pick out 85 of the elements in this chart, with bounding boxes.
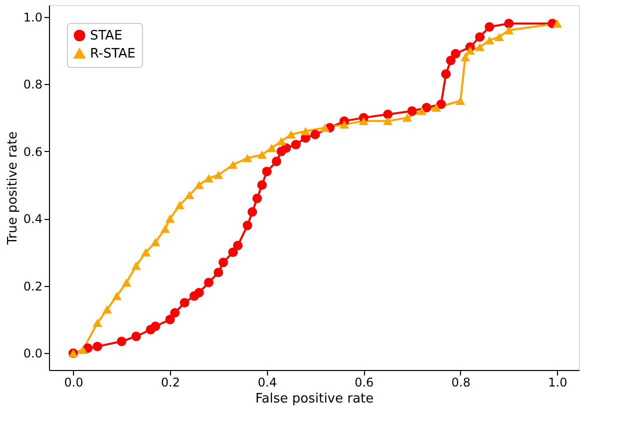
- x-tick-label: 0.8: [451, 376, 470, 390]
- point: [272, 156, 282, 166]
- point: [122, 278, 132, 287]
- point: [180, 298, 190, 308]
- point: [102, 305, 112, 314]
- point: [383, 116, 393, 126]
- y-tick-label: 0.0: [23, 346, 42, 361]
- x-axis-title: False positive rate: [255, 392, 374, 406]
- x-tick-label: 0.6: [354, 376, 374, 390]
- point: [266, 144, 276, 152]
- point: [504, 26, 514, 34]
- point: [431, 103, 441, 112]
- point: [257, 180, 267, 190]
- point: [170, 308, 180, 318]
- point: [286, 130, 296, 139]
- point: [228, 160, 238, 169]
- point: [204, 278, 214, 288]
- point: [276, 137, 286, 146]
- x-tick-label: 0.4: [258, 376, 277, 390]
- point: [194, 288, 204, 298]
- x-tick-label: 0.2: [160, 376, 180, 390]
- point: [131, 262, 141, 270]
- point: [441, 69, 451, 79]
- point: [552, 19, 562, 28]
- point: [214, 170, 224, 179]
- y-tick-label: 1.0: [23, 10, 42, 24]
- point: [194, 180, 204, 190]
- point: [504, 18, 514, 28]
- point: [358, 116, 368, 126]
- point: [475, 42, 485, 52]
- point: [402, 114, 412, 122]
- point: [150, 322, 160, 331]
- point: [450, 49, 460, 59]
- legend-label: R-STAE: [90, 46, 136, 62]
- point: [218, 258, 228, 268]
- point: [494, 32, 504, 42]
- y-axis-title: True positive rate: [5, 131, 20, 246]
- point: [92, 318, 102, 328]
- point: [422, 102, 432, 112]
- point: [141, 248, 151, 256]
- legend-label: STAE: [90, 28, 122, 44]
- x-tick-label: 1.0: [548, 376, 568, 390]
- point: [184, 190, 194, 200]
- y-tick-label: 0.8: [23, 78, 42, 92]
- point: [160, 224, 170, 233]
- point: [112, 292, 122, 300]
- point: [484, 22, 494, 32]
- x-tick-label: 0.0: [64, 376, 84, 390]
- point: [456, 96, 466, 105]
- y-tick-label: 0.6: [23, 144, 42, 159]
- point: [281, 143, 291, 153]
- point: [252, 194, 262, 204]
- point: [214, 268, 224, 278]
- point: [228, 248, 238, 257]
- point: [291, 140, 301, 150]
- y-tick-label: 0.2: [23, 279, 42, 294]
- point: [436, 100, 446, 109]
- point: [116, 336, 126, 346]
- point: [465, 46, 475, 55]
- point: [131, 332, 141, 342]
- point: [475, 32, 485, 42]
- point: [150, 238, 160, 246]
- point: [484, 36, 494, 44]
- point: [257, 150, 267, 159]
- point: [262, 166, 272, 176]
- point: [165, 314, 175, 324]
- point: [446, 56, 456, 66]
- point: [233, 240, 243, 250]
- point: [416, 106, 426, 116]
- point: [165, 214, 175, 223]
- point: [92, 342, 102, 352]
- point: [300, 127, 310, 136]
- point: [174, 201, 184, 210]
- point: [383, 110, 393, 120]
- point: [248, 207, 258, 217]
- point: [310, 130, 320, 140]
- point: [242, 154, 252, 162]
- point: [78, 346, 88, 354]
- y-tick-label: 0.4: [23, 212, 42, 226]
- point: [340, 120, 349, 129]
- point: [407, 106, 417, 116]
- point: [242, 220, 252, 230]
- point: [460, 53, 470, 62]
- point: [204, 174, 214, 182]
- point: [320, 124, 330, 132]
